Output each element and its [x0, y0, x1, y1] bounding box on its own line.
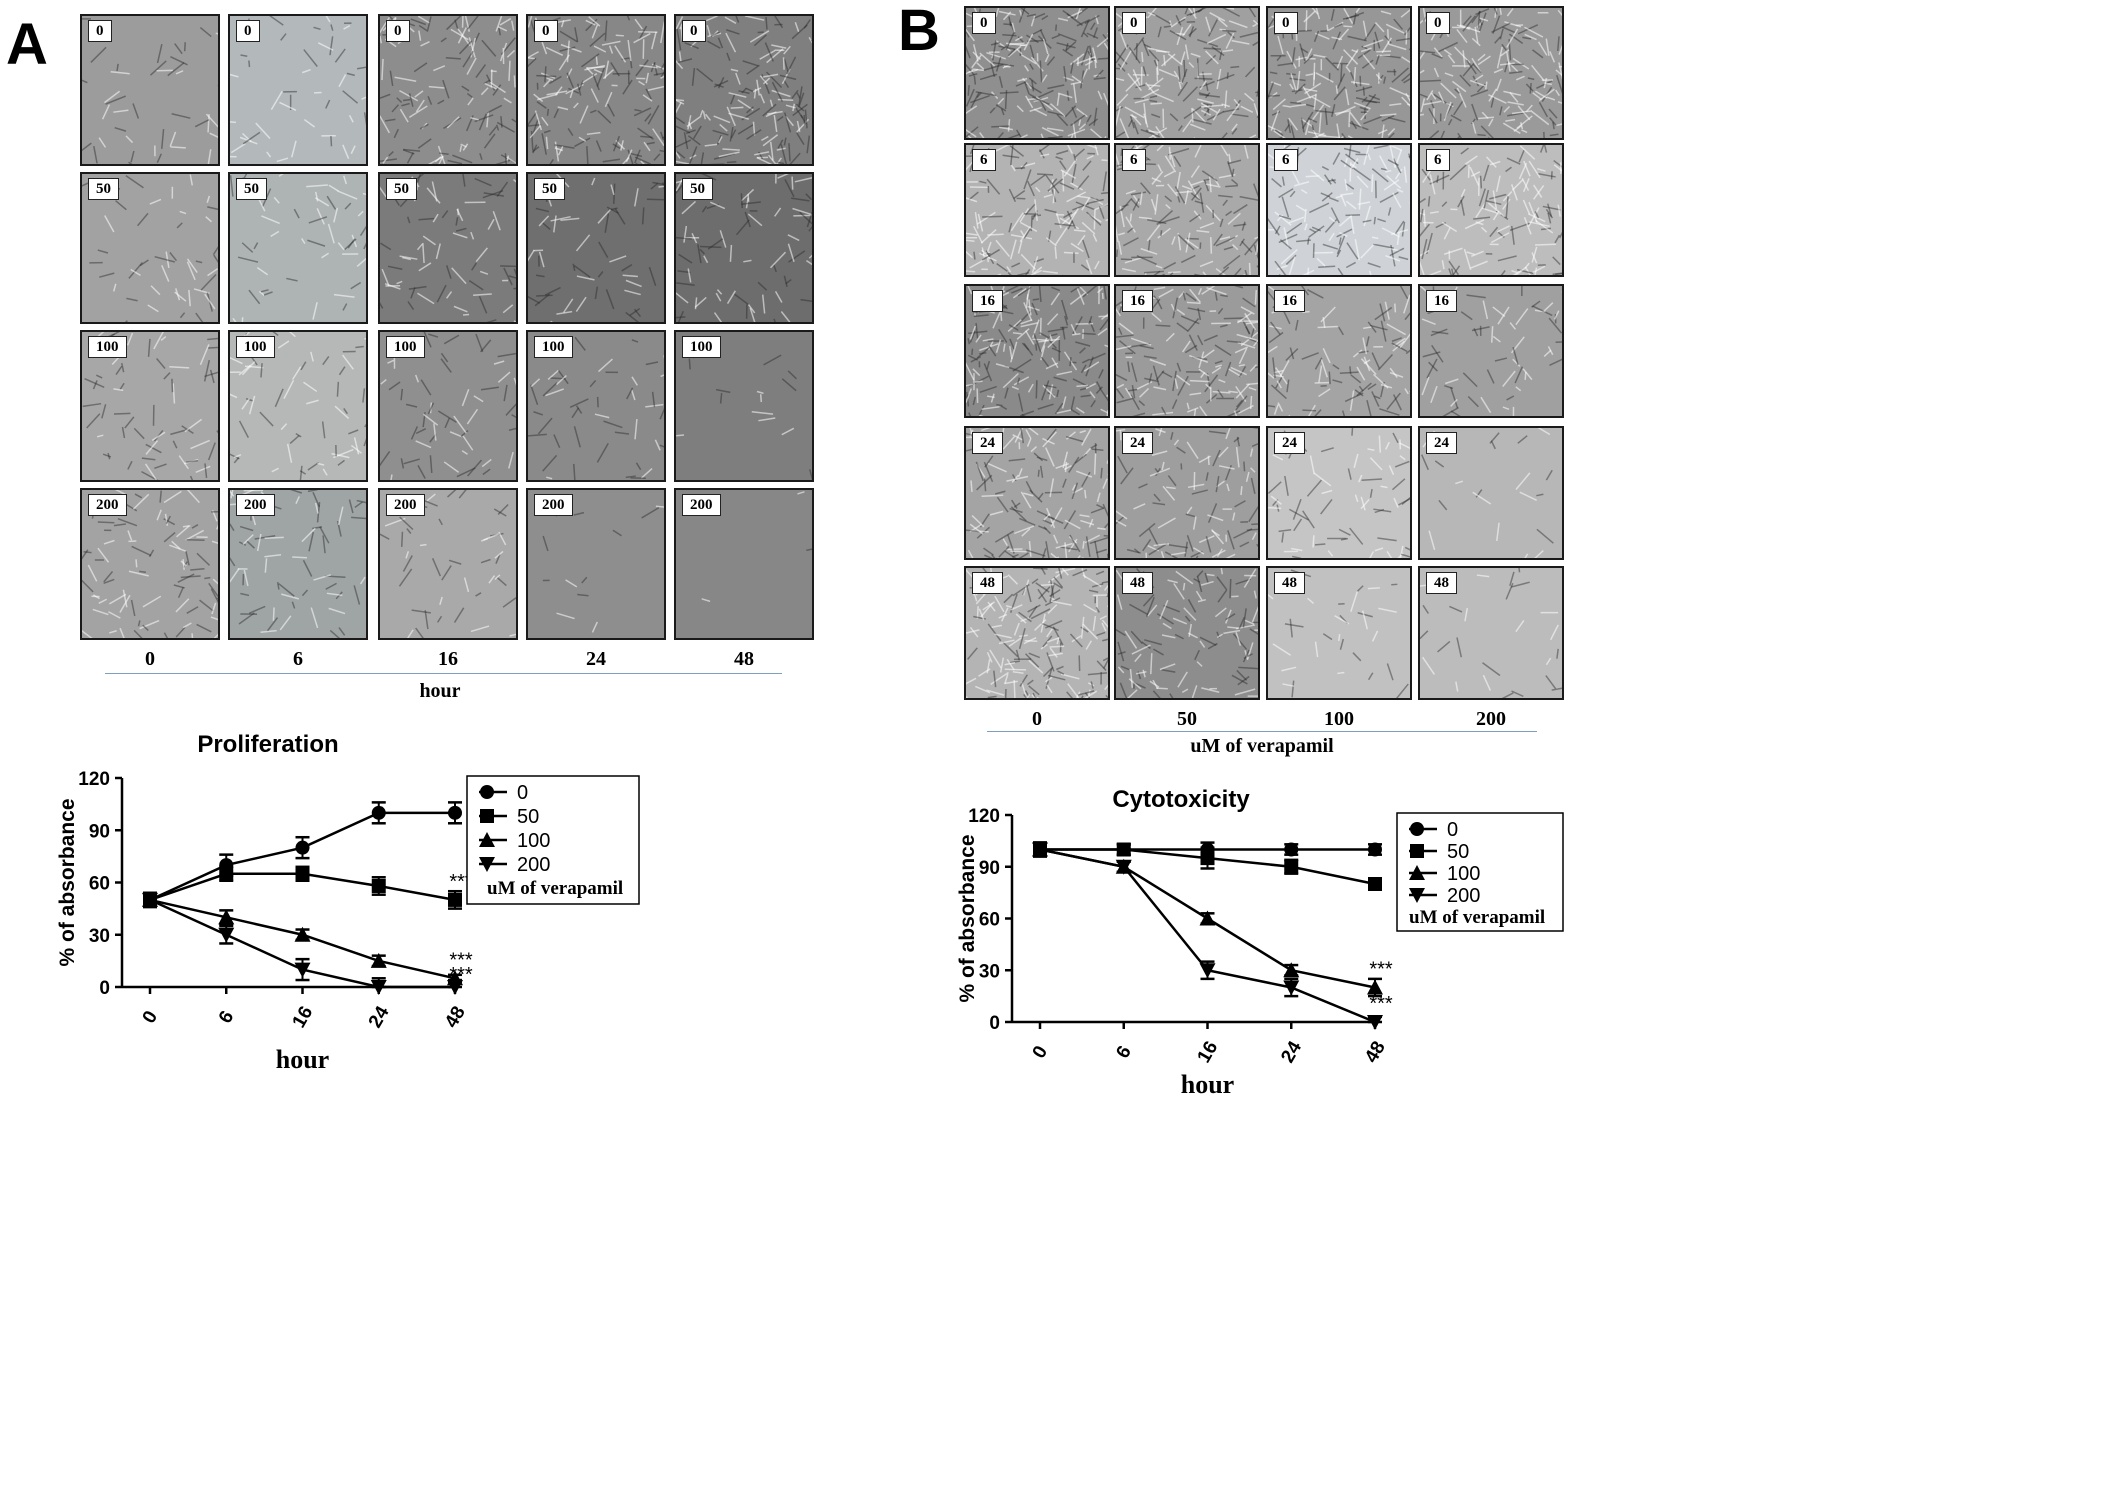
proliferation-x-tick-label: 6: [215, 1007, 238, 1027]
cytotoxicity-x-axis-label: hour: [1181, 1070, 1234, 1099]
cytotoxicity-title: Cytotoxicity: [1112, 786, 1250, 813]
proliferation-point-50: [448, 893, 462, 907]
proliferation-y-axis-label: % of absorbance: [56, 798, 79, 966]
cytotoxicity-significance-marker: ***: [1369, 993, 1393, 1015]
proliferation-point-0: [296, 841, 310, 855]
proliferation-legend-entry: 100: [517, 830, 550, 852]
panel-a-column-label: 48: [694, 648, 794, 671]
proliferation-legend-marker-50: [480, 809, 494, 823]
cytotoxicity-point-50: [1201, 851, 1215, 865]
cytotoxicity-legend-marker-50: [1410, 844, 1424, 858]
panel-a-column-label: 16: [398, 648, 498, 671]
proliferation-legend-entry: 0: [517, 782, 528, 804]
panel-a-column-label: 6: [248, 648, 348, 671]
cytotoxicity-legend-entry: 50: [1447, 841, 1469, 863]
proliferation-point-50: [296, 867, 310, 881]
cytotoxicity-y-axis-label: % of absorbance: [956, 834, 979, 1002]
proliferation-y-tick-label: 0: [99, 978, 110, 999]
proliferation-legend-entry: 200: [517, 854, 550, 876]
proliferation-legend-entry: 50: [517, 806, 539, 828]
proliferation-y-tick-label: 120: [78, 769, 110, 790]
proliferation-legend-marker-0: [480, 785, 494, 799]
cytotoxicity-x-tick-label: 6: [1112, 1042, 1135, 1062]
cytotoxicity-legend-entry: 0: [1447, 819, 1458, 841]
proliferation-x-tick-label: 0: [139, 1007, 162, 1027]
cytotoxicity-legend-title: uM of verapamil: [1409, 907, 1545, 928]
cytotoxicity-x-tick-label: 16: [1194, 1038, 1223, 1067]
cytotoxicity-y-tick-label: 90: [979, 858, 1000, 879]
panel-b-column-label: 50: [1137, 708, 1237, 731]
panel-b-column-label: 0: [987, 708, 1087, 731]
cytotoxicity-y-tick-label: 30: [979, 961, 1000, 982]
panel-a-column-label: 24: [546, 648, 646, 671]
proliferation-point-200: [218, 928, 234, 943]
proliferation-y-tick-label: 30: [89, 926, 110, 947]
cytotoxicity-point-0: [1368, 843, 1382, 857]
proliferation-point-50: [219, 867, 233, 881]
panel-b-column-label: 200: [1441, 708, 1541, 731]
cytotoxicity-x-tick-label: 24: [1277, 1037, 1306, 1066]
cytotoxicity-point-50: [1368, 877, 1382, 891]
cytotoxicity-point-200: [1283, 981, 1299, 996]
proliferation-x-tick-label: 48: [441, 1003, 470, 1032]
cytotoxicity-y-tick-label: 120: [968, 806, 1000, 827]
proliferation-point-0: [372, 806, 386, 820]
proliferation-x-tick-label: 24: [365, 1002, 394, 1031]
proliferation-significance-marker: ***: [449, 964, 473, 986]
cytotoxicity-point-50: [1284, 860, 1298, 874]
cytotoxicity-point-0: [1284, 843, 1298, 857]
cytotoxicity-y-tick-label: 60: [979, 910, 1000, 931]
cytotoxicity-series-line-200: [1040, 850, 1375, 1023]
proliferation-x-axis-label: hour: [276, 1045, 329, 1074]
panel-a-column-label: 0: [100, 648, 200, 671]
panel-b-column-label: 100: [1289, 708, 1389, 731]
proliferation-y-tick-label: 60: [89, 874, 110, 895]
cytotoxicity-point-50: [1117, 843, 1131, 857]
proliferation-title: Proliferation: [197, 731, 338, 758]
cytotoxicity-legend-entry: 200: [1447, 885, 1480, 907]
proliferation-y-tick-label: 90: [89, 821, 110, 842]
cytotoxicity-significance-marker: ***: [1369, 959, 1393, 981]
cytotoxicity-y-tick-label: 0: [989, 1013, 1000, 1034]
cytotoxicity-legend-entry: 100: [1447, 863, 1480, 885]
proliferation-legend-title: uM of verapamil: [487, 878, 623, 899]
proliferation-x-tick-label: 16: [289, 1003, 318, 1032]
proliferation-point-50: [372, 879, 386, 893]
cytotoxicity-x-tick-label: 48: [1361, 1038, 1390, 1067]
cytotoxicity-legend-marker-0: [1410, 822, 1424, 836]
proliferation-point-0: [448, 806, 462, 820]
cytotoxicity-x-tick-label: 0: [1029, 1042, 1052, 1062]
